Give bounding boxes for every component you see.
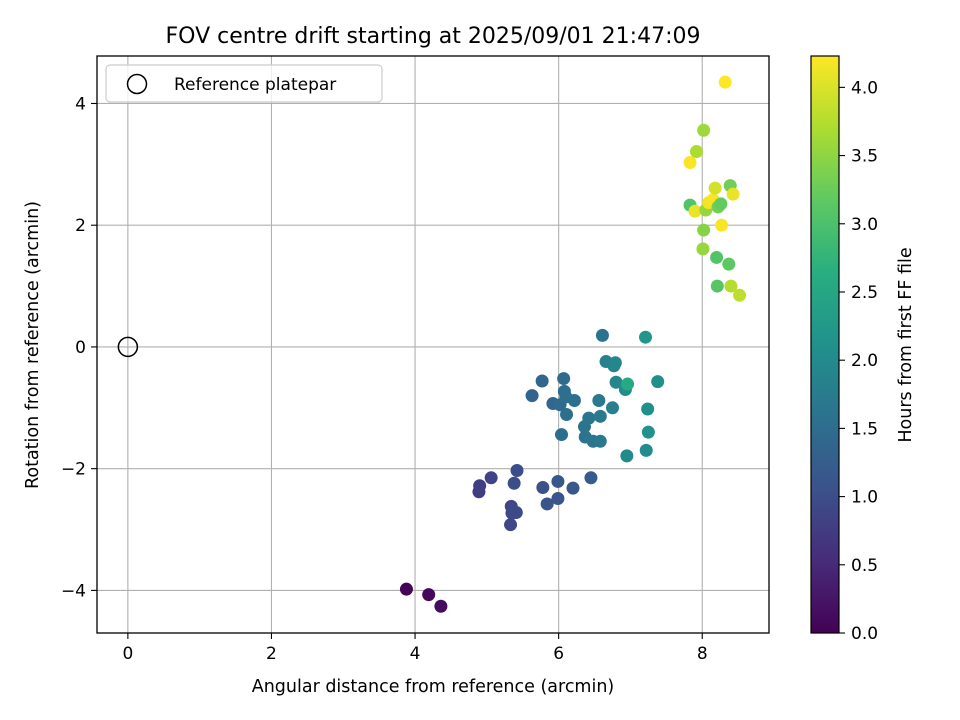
data-point <box>484 471 498 485</box>
data-point <box>567 393 581 407</box>
x-tick-label: 6 <box>553 644 564 664</box>
colorbar-tick-label: 0.5 <box>851 556 878 576</box>
colorbar-tick-label: 2.0 <box>851 351 878 371</box>
data-point <box>582 411 596 425</box>
data-point <box>399 582 413 596</box>
x-tick-label: 8 <box>697 644 708 664</box>
x-tick-label: 4 <box>410 644 421 664</box>
data-point <box>621 377 635 391</box>
data-point <box>609 375 623 389</box>
data-point <box>536 481 550 495</box>
colorbar-tick-label: 3.5 <box>851 147 878 167</box>
legend-box <box>105 64 383 103</box>
data-point <box>710 250 724 264</box>
data-point <box>540 497 554 511</box>
data-point <box>584 471 598 485</box>
data-point <box>688 204 702 218</box>
colorbar-tick-label: 1.5 <box>851 419 878 439</box>
chart-title: FOV centre drift starting at 2025/09/01 … <box>166 24 701 49</box>
data-point <box>714 197 728 211</box>
data-point <box>473 479 487 493</box>
y-tick-label: −2 <box>61 460 86 480</box>
data-point <box>507 476 521 490</box>
data-point <box>593 409 607 423</box>
data-point <box>639 443 653 457</box>
data-point <box>641 402 655 416</box>
grid <box>97 56 769 633</box>
data-point <box>697 123 711 137</box>
data-points <box>399 75 747 613</box>
data-point <box>595 328 609 342</box>
data-point <box>639 330 653 344</box>
data-point <box>605 401 619 415</box>
data-point <box>566 481 580 495</box>
colorbar: 0.0 0.5 1.0 1.5 2.0 2.5 3.0 3.5 4.0 Hours from f… <box>810 55 916 644</box>
data-point <box>555 428 569 442</box>
data-point <box>535 374 549 388</box>
data-point <box>593 434 607 448</box>
data-point <box>551 474 565 488</box>
data-point <box>608 356 622 370</box>
y-tick-label: 4 <box>75 94 86 114</box>
data-point <box>434 599 448 613</box>
reference-platepar-marker <box>117 336 139 358</box>
data-point <box>726 187 740 201</box>
data-point <box>641 425 655 439</box>
data-point <box>696 242 710 256</box>
colorbar-label: Hours from first FF file <box>896 247 916 442</box>
x-axis-label: Angular distance from reference (arcmin) <box>252 677 615 697</box>
colorbar-tick-label: 0.0 <box>851 624 878 644</box>
data-point <box>557 372 571 386</box>
data-point <box>509 505 523 519</box>
data-point <box>592 393 606 407</box>
data-point <box>683 156 697 170</box>
data-point <box>715 218 729 232</box>
data-point <box>722 257 736 271</box>
data-point <box>689 145 703 159</box>
colorbar-gradient <box>810 55 840 634</box>
y-tick-label: −4 <box>61 581 86 601</box>
y-tick-label: 0 <box>75 338 86 358</box>
legend: Reference platepar <box>105 64 383 103</box>
data-point <box>733 288 747 302</box>
x-tick-label: 2 <box>266 644 277 664</box>
plot-frame <box>96 55 770 634</box>
y-tick-label: 2 <box>75 216 86 236</box>
data-point <box>724 279 738 293</box>
x-axis-ticks: 0 2 4 6 8 <box>122 633 708 664</box>
y-axis-label: Rotation from reference (arcmin) <box>23 201 43 489</box>
data-point <box>551 491 565 505</box>
legend-marker <box>126 73 148 95</box>
colorbar-tick-label: 3.0 <box>851 215 878 235</box>
data-point <box>525 389 539 403</box>
data-point <box>620 449 634 463</box>
data-point <box>710 279 724 293</box>
colorbar-tick-label: 2.5 <box>851 283 878 303</box>
y-axis-ticks: −4 −2 0 2 4 <box>61 94 97 601</box>
data-point <box>651 375 665 389</box>
data-point <box>560 407 574 421</box>
x-tick-label: 0 <box>122 644 133 664</box>
data-point <box>718 75 732 89</box>
data-point <box>504 518 518 532</box>
data-point <box>422 588 436 602</box>
colorbar-tick-label: 4.0 <box>851 78 878 98</box>
data-point <box>697 223 711 237</box>
data-point <box>510 463 524 477</box>
colorbar-ticks: 0.0 0.5 1.0 1.5 2.0 2.5 3.0 3.5 4.0 <box>839 78 878 644</box>
colorbar-tick-label: 1.0 <box>851 488 878 508</box>
data-point <box>708 181 722 195</box>
legend-entry: Reference platepar <box>174 75 336 95</box>
